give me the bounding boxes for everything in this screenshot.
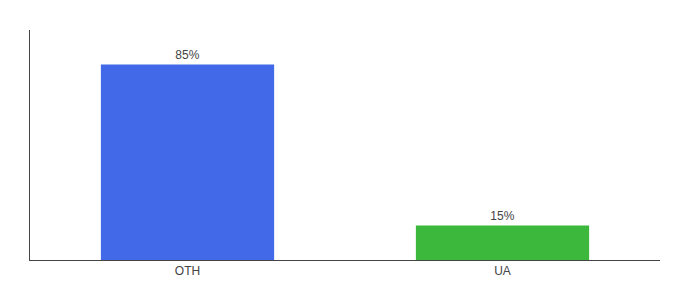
svg-text:15%: 15% [490, 209, 514, 223]
svg-text:OTH: OTH [175, 264, 200, 278]
svg-text:UA: UA [494, 264, 511, 278]
svg-text:85%: 85% [175, 48, 199, 62]
